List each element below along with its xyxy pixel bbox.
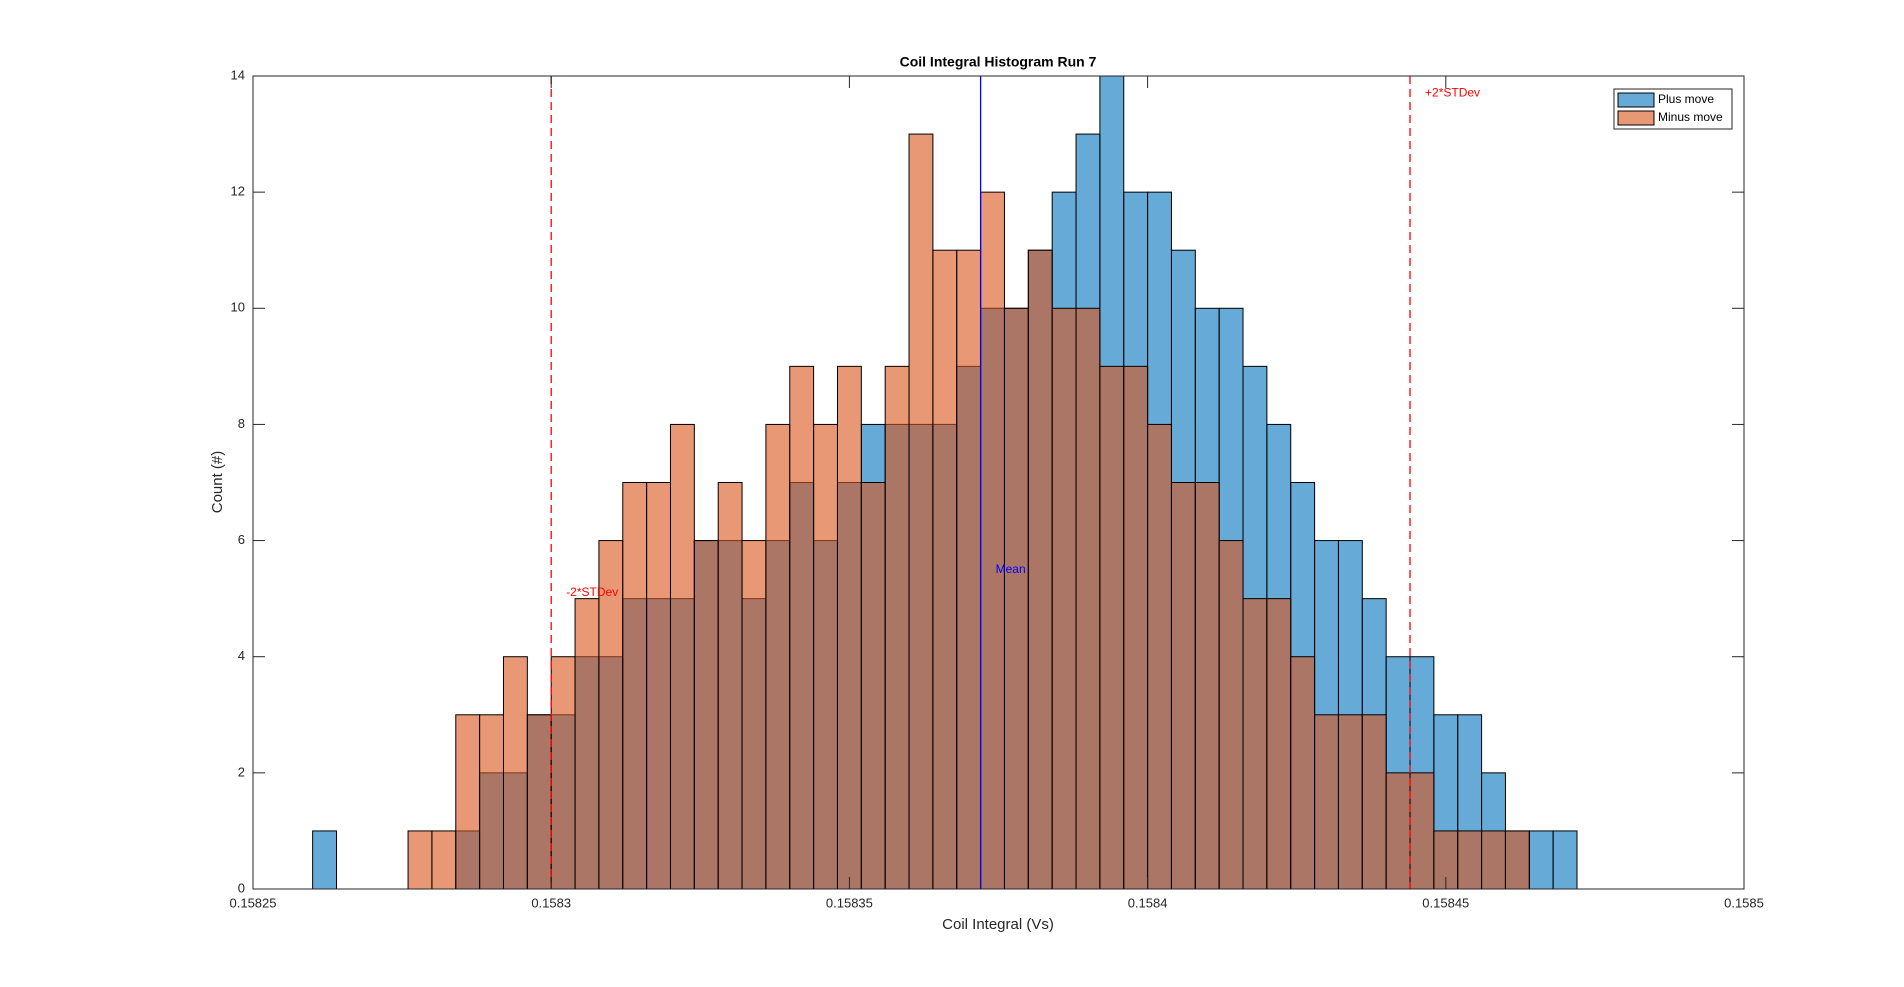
histogram-bar [1481, 830, 1506, 890]
histogram-bar [431, 830, 457, 890]
y-tick-label: 4 [238, 648, 245, 663]
histogram-bar [407, 830, 433, 890]
histogram-bar [1170, 482, 1196, 890]
histogram-bar [1075, 307, 1101, 890]
x-tick-label: 0.15845 [1422, 895, 1469, 910]
x-tick-label: 0.1584 [1128, 895, 1168, 910]
histogram-bar [479, 714, 504, 890]
legend-swatch [1617, 110, 1655, 126]
histogram-bar [1409, 772, 1435, 890]
y-tick-label: 14 [231, 67, 245, 82]
histogram-bar [717, 482, 743, 890]
histogram-bar [1266, 598, 1292, 890]
histogram-bar [312, 830, 337, 890]
histogram-bar [765, 423, 791, 890]
legend-swatch [1617, 92, 1655, 108]
histogram-bar [1385, 772, 1411, 890]
histogram-bar [836, 365, 862, 890]
chart-title: Coil Integral Histogram Run 7 [900, 54, 1097, 70]
annotation-label: -2*STDev [566, 585, 618, 599]
histogram-bar [860, 482, 886, 890]
histogram-bar [693, 540, 719, 890]
histogram-bar [1361, 714, 1387, 890]
x-tick-label: 0.15835 [826, 895, 873, 910]
histogram-bar [669, 423, 695, 890]
histogram-bar [1147, 423, 1172, 890]
histogram-bar [1290, 656, 1316, 890]
y-tick-label: 12 [231, 184, 245, 199]
histogram-bar [574, 598, 600, 890]
y-tick-label: 6 [238, 532, 245, 547]
histogram-bar [1242, 598, 1268, 890]
y-tick-label: 8 [238, 416, 245, 431]
histogram-bar [980, 191, 1005, 890]
x-tick-label: 0.15825 [230, 895, 277, 910]
histogram-bar [932, 249, 958, 890]
histogram-bar [1314, 714, 1339, 890]
x-tick-label: 0.1585 [1724, 895, 1764, 910]
histogram-bar [1337, 714, 1363, 890]
y-tick-label: 2 [238, 764, 245, 779]
y-tick-label: 0 [238, 880, 245, 895]
histogram-bar [1003, 307, 1029, 890]
y-axis-label: Count (#) [209, 451, 226, 514]
legend-label: Minus move [1658, 110, 1723, 124]
histogram-bar [1051, 307, 1077, 890]
histogram-bar [550, 656, 576, 890]
histogram-bar [622, 482, 648, 890]
histogram-bar [741, 540, 767, 890]
histogram-bar [455, 714, 481, 890]
histogram-bar [1504, 830, 1530, 890]
histogram-bar [646, 482, 671, 890]
histogram-bar [908, 133, 934, 890]
annotation-label: +2*STDev [1425, 86, 1480, 100]
histogram-bar [789, 365, 815, 890]
histogram-bar [526, 714, 552, 890]
histogram-bar [502, 656, 528, 890]
histogram-bar [1099, 365, 1125, 890]
histogram-bar [884, 365, 910, 890]
histogram-bar [1457, 830, 1483, 890]
histogram-bar [1552, 830, 1578, 890]
histogram-bar [813, 423, 838, 890]
legend-label: Plus move [1658, 92, 1714, 106]
y-tick-label: 10 [231, 300, 245, 315]
annotation-label: Mean [996, 562, 1026, 576]
histogram-bar [1123, 365, 1149, 890]
plot-frame [252, 75, 1745, 890]
histogram-bar [1027, 249, 1053, 890]
histogram-bar [1194, 482, 1220, 890]
histogram-bar [1218, 540, 1244, 890]
histogram-bar [956, 249, 982, 890]
x-tick-label: 0.1583 [531, 895, 571, 910]
histogram-bar [1528, 830, 1554, 890]
x-axis-label: Coil Integral (Vs) [942, 916, 1054, 933]
